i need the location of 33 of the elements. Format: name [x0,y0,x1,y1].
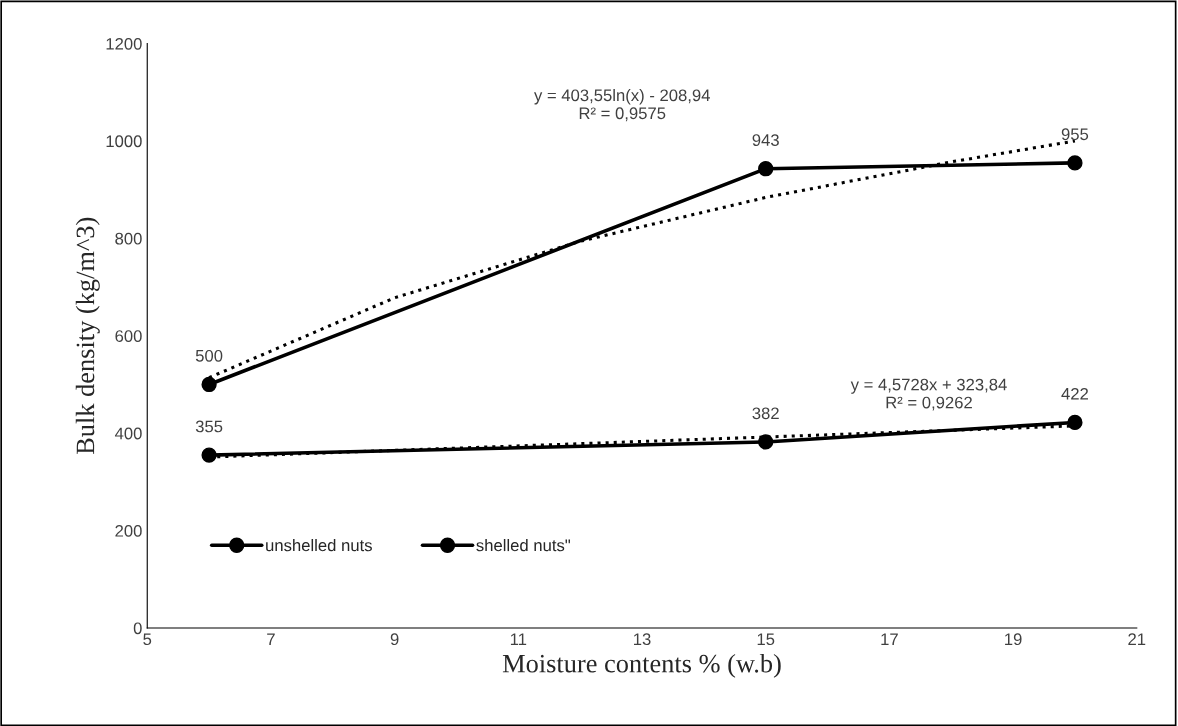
y-tick-label: 1000 [106,135,142,148]
y-tick-label: 0 [133,622,142,635]
data-label: 382 [752,407,779,420]
x-tick-label: 5 [143,633,152,646]
y-tick-label: 600 [115,330,142,342]
x-tick-label: 11 [510,633,527,645]
annotation: y = 4,5728x + 323,84 R² = 0,9262 [850,378,1007,411]
legend-label: unshelled nuts [266,539,372,552]
legend-label: shelled nuts" [476,539,571,552]
x-tick-label: 17 [881,633,898,645]
data-label: 955 [1061,128,1089,141]
point [758,161,774,177]
y-axis-title: Bulk density (kg/m^3) [75,217,100,455]
y-tick-label: 800 [115,232,142,245]
x-tick-label: 21 [1128,633,1146,645]
x-tick-label: 13 [634,633,651,646]
x-axis-title: Moisture contents % (w.b) [502,653,781,678]
data-label: 422 [1061,387,1088,400]
y-tick-label: 1200 [106,37,142,50]
data-label: 500 [195,349,223,362]
point [1067,414,1083,431]
point [201,376,217,393]
data-label: 943 [752,134,779,146]
x-tick-label: 7 [267,633,275,645]
point [1067,155,1083,171]
x-tick-label: 15 [757,633,775,646]
x-tick-label: 19 [1005,633,1022,646]
annotation: y = 403,55ln(x) - 208,94 R² = 0,9575 [534,88,710,122]
point [201,447,217,463]
data-label: 355 [195,420,223,433]
x-tick-label: 9 [390,633,399,646]
y-tick-label: 400 [114,427,142,440]
y-tick-label: 200 [115,524,142,537]
